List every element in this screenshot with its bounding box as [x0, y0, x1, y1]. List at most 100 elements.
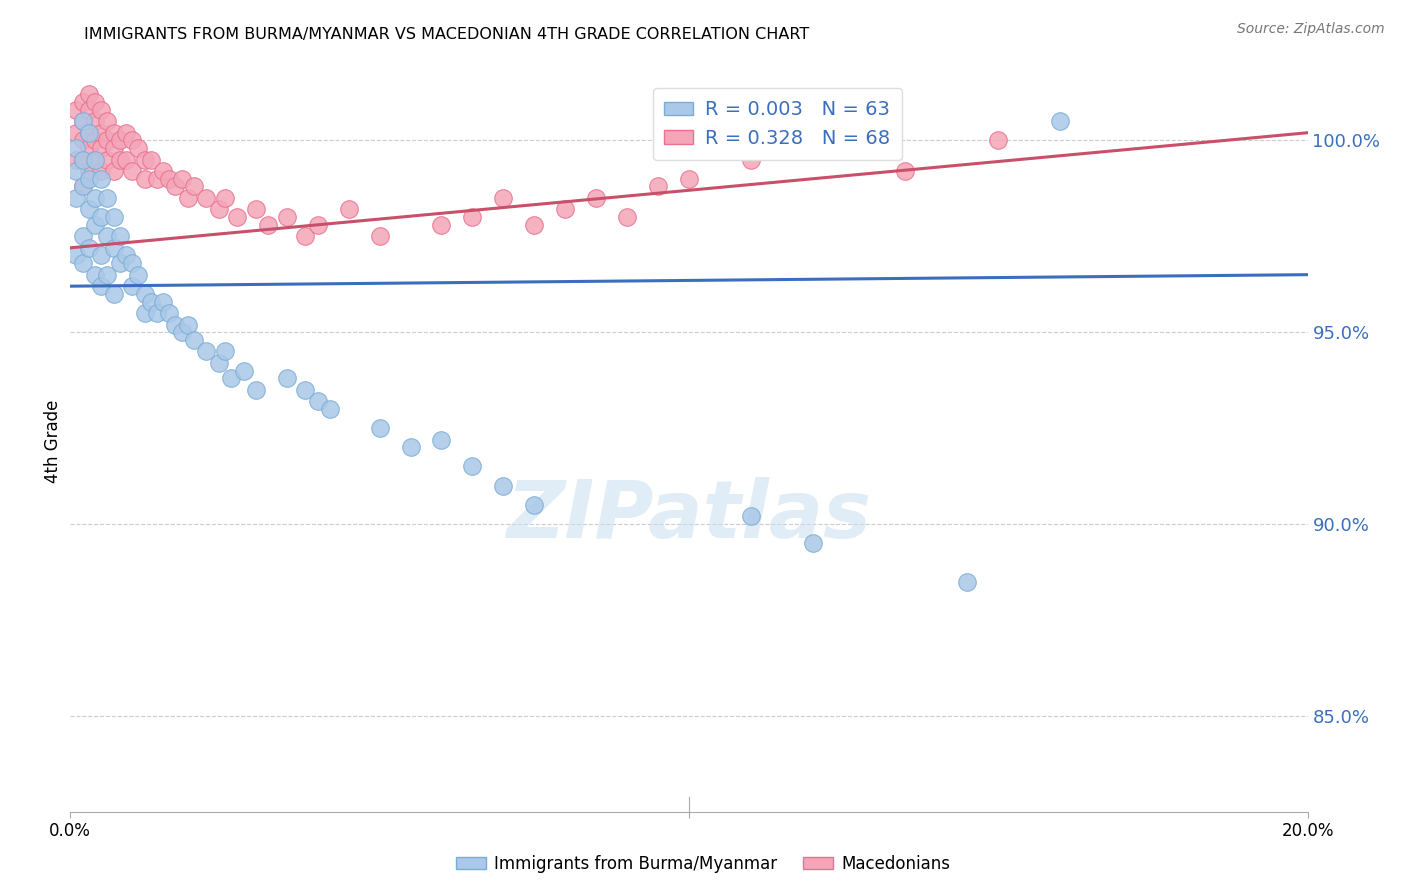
Point: [214, 344, 236, 359]
Point: [96, 229, 118, 244]
Point: [294, 383, 316, 397]
Point: [232, 363, 254, 377]
Point: [134, 171, 156, 186]
Point: [257, 218, 280, 232]
Point: [399, 440, 422, 454]
Point: [139, 153, 162, 167]
Point: [368, 229, 391, 244]
Point: [84, 133, 107, 147]
Point: [208, 356, 231, 370]
Point: [77, 126, 100, 140]
Point: [103, 164, 125, 178]
Point: [121, 279, 143, 293]
Point: [956, 574, 979, 589]
Point: [121, 256, 143, 270]
Point: [90, 210, 112, 224]
Point: [65, 248, 87, 262]
Point: [157, 171, 180, 186]
Point: [368, 421, 391, 435]
Point: [108, 133, 131, 147]
Legend: Immigrants from Burma/Myanmar, Macedonians: Immigrants from Burma/Myanmar, Macedonia…: [450, 848, 956, 880]
Point: [90, 279, 112, 293]
Point: [84, 153, 107, 167]
Point: [115, 248, 138, 262]
Point: [195, 344, 218, 359]
Point: [115, 126, 138, 140]
Point: [77, 141, 100, 155]
Point: [77, 103, 100, 117]
Point: [307, 394, 329, 409]
Point: [77, 202, 100, 217]
Point: [245, 383, 267, 397]
Point: [77, 87, 100, 102]
Point: [65, 153, 87, 167]
Point: [183, 179, 205, 194]
Point: [152, 294, 174, 309]
Point: [77, 241, 100, 255]
Point: [103, 210, 125, 224]
Point: [165, 318, 187, 332]
Point: [65, 103, 87, 117]
Point: [90, 171, 112, 186]
Point: [127, 141, 149, 155]
Point: [121, 133, 143, 147]
Point: [90, 126, 112, 140]
Point: [678, 171, 700, 186]
Point: [103, 241, 125, 255]
Point: [987, 133, 1010, 147]
Point: [108, 256, 131, 270]
Point: [740, 153, 762, 167]
Point: [616, 210, 638, 224]
Point: [77, 171, 100, 186]
Point: [96, 153, 118, 167]
Point: [84, 268, 107, 282]
Point: [77, 164, 100, 178]
Point: [84, 95, 107, 109]
Point: [77, 126, 100, 140]
Point: [65, 191, 87, 205]
Point: [72, 179, 94, 194]
Point: [157, 306, 180, 320]
Point: [276, 371, 298, 385]
Point: [294, 229, 316, 244]
Point: [115, 153, 138, 167]
Point: [170, 171, 193, 186]
Point: [96, 114, 118, 128]
Point: [801, 141, 824, 155]
Point: [337, 202, 360, 217]
Point: [90, 141, 112, 155]
Y-axis label: 4th Grade: 4th Grade: [44, 400, 62, 483]
Point: [103, 126, 125, 140]
Point: [430, 218, 453, 232]
Text: IMMIGRANTS FROM BURMA/MYANMAR VS MACEDONIAN 4TH GRADE CORRELATION CHART: IMMIGRANTS FROM BURMA/MYANMAR VS MACEDON…: [84, 27, 810, 42]
Point: [170, 325, 193, 339]
Point: [146, 171, 169, 186]
Legend: R = 0.003   N = 63, R = 0.328   N = 68: R = 0.003 N = 63, R = 0.328 N = 68: [652, 88, 901, 160]
Point: [72, 179, 94, 194]
Point: [492, 478, 515, 492]
Point: [84, 218, 107, 232]
Point: [177, 318, 200, 332]
Point: [226, 210, 249, 224]
Point: [214, 191, 236, 205]
Point: [84, 153, 107, 167]
Point: [523, 218, 546, 232]
Point: [307, 218, 329, 232]
Point: [65, 141, 87, 155]
Point: [492, 191, 515, 205]
Point: [430, 433, 453, 447]
Point: [90, 248, 112, 262]
Point: [72, 133, 94, 147]
Point: [461, 210, 484, 224]
Point: [84, 114, 107, 128]
Point: [72, 229, 94, 244]
Point: [134, 153, 156, 167]
Point: [245, 202, 267, 217]
Point: [121, 164, 143, 178]
Point: [65, 164, 87, 178]
Point: [139, 294, 162, 309]
Point: [90, 164, 112, 178]
Point: [96, 133, 118, 147]
Point: [65, 126, 87, 140]
Point: [165, 179, 187, 194]
